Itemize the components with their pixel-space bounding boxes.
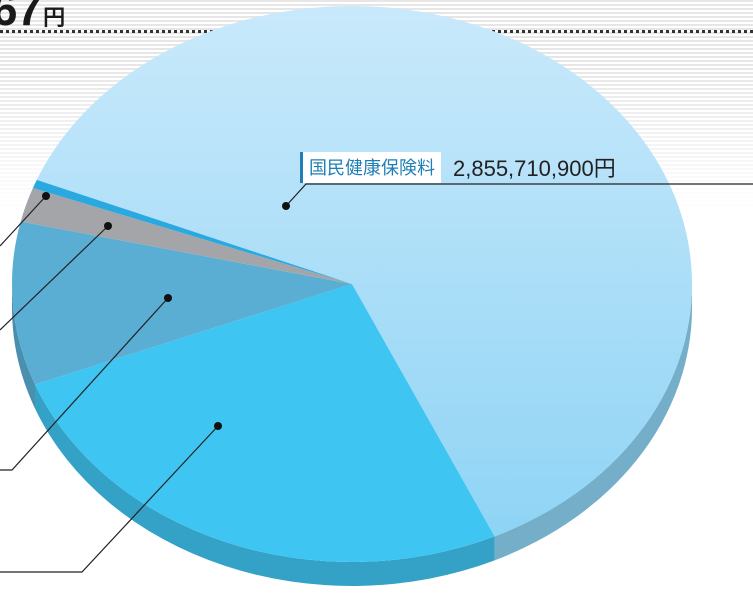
pie-side-wall <box>12 284 692 586</box>
pie-slice-1 <box>36 5 693 537</box>
total-amount-value: 67 <box>0 0 42 35</box>
leader-line-2 <box>0 425 219 573</box>
total-amount-unit: 円 <box>43 5 66 30</box>
pie-slice-2 <box>35 284 495 562</box>
pie-slice-5 <box>32 179 352 284</box>
leader-dot-3 <box>164 294 172 302</box>
leader-line-3 <box>0 297 169 471</box>
leader-dot-1 <box>282 202 290 210</box>
pie-slice-4 <box>20 188 353 284</box>
leader-line-5 <box>0 195 47 247</box>
pie-side-segment-1 <box>494 284 692 561</box>
leader-dot-2 <box>214 422 222 430</box>
leader-line-4 <box>0 225 109 331</box>
pie-side-segment-3 <box>12 284 36 409</box>
leader-dot-5 <box>42 192 50 200</box>
leader-dot-4 <box>104 222 112 230</box>
slice-value-1: 2,855,710,900円 <box>453 156 616 181</box>
total-amount: 67円 <box>0 0 65 36</box>
leader-line-1 <box>285 183 753 207</box>
pie-leader-lines <box>0 183 753 573</box>
pie-slices <box>12 5 693 562</box>
pie-slice-3 <box>12 221 353 385</box>
slice-callout-1: 国民健康保険料 2,855,710,900円 <box>300 151 616 183</box>
slice-label-1: 国民健康保険料 <box>300 151 441 183</box>
pie-side-segment-2 <box>35 384 495 586</box>
